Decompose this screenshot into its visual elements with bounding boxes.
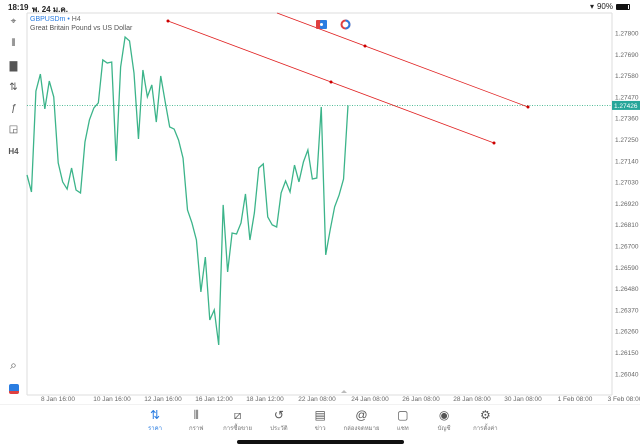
symbol-description: Great Britain Pound vs US Dollar [30,25,133,32]
tab-label: การตั้งค่า [473,426,498,432]
trendline-handle[interactable] [329,80,333,84]
tab-label: ราคา [148,426,162,432]
tab-label: การซื้อขาย [223,426,253,432]
price-label: 1.27470 [615,94,639,101]
separator: • [67,16,70,23]
shapes-icon[interactable]: ◲ [8,124,19,135]
price-label: 1.27250 [615,137,639,144]
battery-percent: 90% [596,2,613,11]
price-label: 1.26590 [615,265,639,272]
price-label: 1.27360 [615,116,639,123]
trendline-handle[interactable] [363,44,367,48]
tab-label: ประวัติ [270,426,288,432]
tab-quotes[interactable]: ⇅ ราคา [130,408,180,433]
price-label: 1.27140 [615,158,639,165]
tab-history[interactable]: ↺ ประวัติ [254,408,304,433]
time-label: 12 Jan 16:00 [144,396,182,403]
settings-icon: ⚙ [480,408,491,422]
trade-panel-icon[interactable] [0,384,27,397]
time-label: 10 Jan 16:00 [93,396,131,403]
price-label: 1.27030 [615,180,639,187]
trendline-handle[interactable] [492,141,496,145]
tab-label: แชท [396,426,409,432]
price-label: 1.27690 [615,52,639,59]
price-label: 1.26920 [615,201,639,208]
time-label: 8 Jan 16:00 [41,396,75,403]
mailbox-icon: @ [355,408,368,422]
one-click-trading-icon[interactable] [316,19,327,30]
status-date: พ. 24 ม.ค. [32,5,68,14]
indicators-icon[interactable]: ⇅ [9,82,18,93]
price-line [26,35,349,346]
time-label: 18 Jan 12:00 [246,396,284,403]
chart-header: GBPUSDm • H4 Great Britain Pound vs US D… [30,15,132,33]
current-price-label: 1.27426 [614,103,638,110]
news-icon: ▤ [314,408,326,422]
current-price-tag [612,100,640,110]
tab-chat[interactable]: ▢ แชท [378,408,428,433]
price-label: 1.26700 [615,244,639,251]
tab-label: กราฟ [189,426,204,432]
price-label: 1.26040 [615,371,639,378]
home-indicator [237,440,404,444]
time-label: 28 Jan 08:00 [453,396,491,403]
chart-icon: ⫴ [193,408,199,422]
tab-label: บัญชี [437,426,451,432]
tab-account[interactable]: ◉ บัญชี [419,408,469,433]
price-label: 1.26150 [615,350,639,357]
time-label: 16 Jan 12:00 [195,396,233,403]
price-label: 1.26260 [615,329,639,336]
tab-news[interactable]: ▤ ข่าว [295,408,345,433]
crosshair-icon[interactable]: ⌖ [10,16,17,27]
price-label: 1.27580 [615,73,639,80]
timeframe-button[interactable]: H4 [8,147,19,156]
time-label: 22 Jan 08:00 [298,396,336,403]
quotes-icon: ⇅ [149,408,161,422]
signal-icon[interactable] [340,19,351,30]
candlestick-icon[interactable]: ⫴ [11,38,16,49]
tab-chart[interactable]: ⫴ กราฟ [171,408,221,433]
scroll-marker-icon [341,390,347,393]
trendline-handle[interactable] [526,105,530,109]
tab-mailbox[interactable]: @ กล่องจดหมาย [337,408,387,433]
trade-icon: ⧄ [233,408,242,422]
price-chart[interactable]: 1.27800 1.27690 1.27580 1.27470 1.27360 1.272… [0,0,640,405]
time-label: 30 Jan 08:00 [504,396,542,403]
tab-label: กล่องจดหมาย [343,426,380,432]
tab-settings[interactable]: ⚙ การตั้งค่า [460,408,510,433]
tab-trade[interactable]: ⧄ การซื้อขาย [213,408,263,433]
status-time: 18:19 [8,3,29,12]
price-label: 1.26480 [615,286,639,293]
time-label: 24 Jan 08:00 [351,396,389,403]
status-bar: 18:19 พ. 24 ม.ค. ▾ 90% [0,0,640,14]
chat-icon: ▢ [397,408,409,422]
price-label: 1.26370 [615,307,639,314]
account-icon: ◉ [438,408,450,422]
trendline-upper[interactable] [276,12,529,108]
timeframe-label: H4 [71,16,81,23]
bar-chart-icon[interactable]: ▇ [9,61,18,72]
wifi-icon: ▾ [589,2,594,11]
symbol-name[interactable]: GBPUSDm [30,16,66,23]
price-label: 1.26810 [615,222,639,229]
battery-icon [616,3,630,10]
tab-label: ข่าว [314,426,326,432]
time-label: 3 Feb 08:00 [608,396,640,403]
time-label: 26 Jan 08:00 [402,396,440,403]
chart-search-icon[interactable]: ⌕ [10,358,17,372]
price-label: 1.27800 [615,31,639,38]
trendline-handle[interactable] [166,19,170,23]
function-icon[interactable]: ƒ [10,103,17,114]
time-label: 1 Feb 08:00 [558,396,593,403]
history-icon: ↺ [273,408,284,422]
